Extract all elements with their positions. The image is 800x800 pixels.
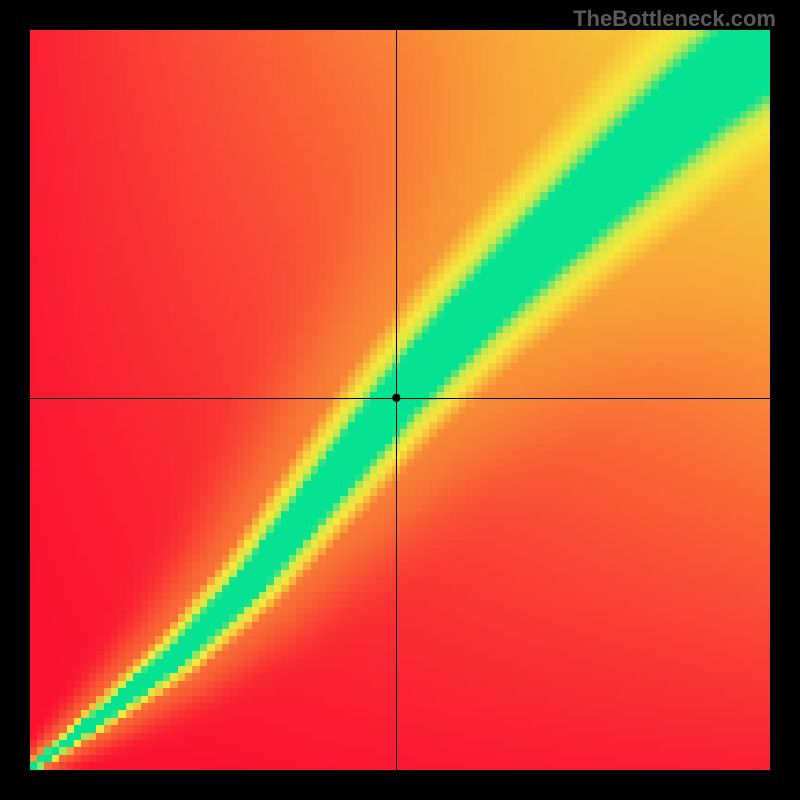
bottleneck-heatmap xyxy=(30,30,770,770)
watermark-text: TheBottleneck.com xyxy=(573,6,776,32)
heatmap-canvas xyxy=(30,30,770,770)
